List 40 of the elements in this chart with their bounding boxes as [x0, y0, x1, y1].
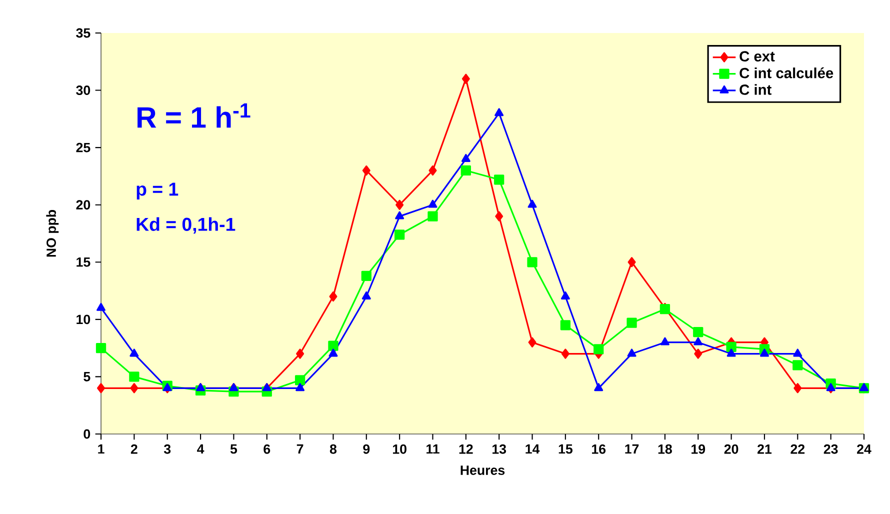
x-tick-label: 9 — [363, 444, 370, 454]
y-tick-label: 20 — [76, 200, 90, 210]
x-axis-title: Heures — [460, 466, 505, 475]
y-tick-label: 0 — [84, 429, 90, 439]
legend-label: C ext — [740, 51, 775, 62]
x-tick-label: 5 — [230, 444, 238, 454]
x-tick-label: 23 — [824, 444, 838, 454]
x-tick-label: 16 — [592, 444, 606, 454]
x-tick-label: 21 — [758, 444, 772, 454]
x-tick-label: 17 — [625, 444, 639, 454]
annotation: p = 1 — [136, 182, 178, 200]
x-tick-label: 1 — [98, 444, 104, 454]
y-tick-label: 35 — [76, 28, 90, 38]
x-tick-label: 20 — [724, 444, 738, 454]
y-tick-label: 30 — [76, 86, 90, 96]
x-tick-label: 12 — [459, 444, 473, 454]
x-tick-label: 13 — [492, 444, 506, 454]
x-tick-label: 18 — [658, 444, 672, 454]
x-tick-label: 4 — [197, 444, 204, 454]
x-tick-label: 14 — [526, 444, 540, 454]
x-tick-label: 24 — [857, 444, 872, 454]
x-tick-label: 8 — [330, 444, 337, 454]
y-tick-label: 15 — [76, 257, 90, 267]
y-axis-title: NO ppb — [46, 210, 59, 257]
x-tick-label: 19 — [692, 444, 706, 454]
x-tick-label: 3 — [164, 444, 171, 454]
annotation: R = 1 h$^{-1}$ — [138, 103, 250, 128]
x-tick-label: 7 — [296, 444, 304, 454]
x-tick-label: 2 — [130, 444, 138, 454]
y-tick-label: 25 — [76, 142, 90, 152]
legend-label: C int calculée — [740, 67, 834, 78]
x-tick-label: 6 — [264, 444, 270, 454]
x-tick-label: 15 — [558, 444, 572, 454]
legend-label: C int — [740, 84, 772, 95]
x-tick-label: 10 — [392, 444, 406, 454]
y-tick-label: 5 — [84, 372, 90, 382]
annotation: Kd = 0,1h-1 — [136, 217, 236, 234]
x-tick-label: 22 — [790, 444, 805, 454]
y-tick-label: 10 — [76, 314, 90, 324]
x-tick-label: 11 — [426, 444, 440, 454]
